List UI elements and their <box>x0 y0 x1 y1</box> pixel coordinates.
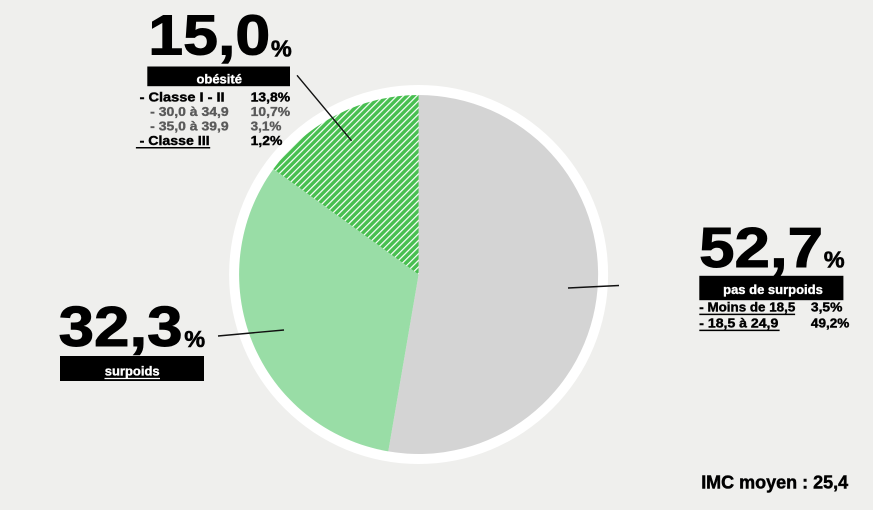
svg-text:3,5%: 3,5% <box>811 301 843 315</box>
svg-text:%: % <box>184 326 205 352</box>
svg-text:- 30,0 à 34,9: - 30,0 à 34,9 <box>150 105 229 119</box>
svg-text:IMC moyen : 25,4: IMC moyen : 25,4 <box>701 472 849 493</box>
svg-text:32,3: 32,3 <box>59 295 183 359</box>
svg-text:%: % <box>824 246 845 272</box>
svg-text:49,2%: 49,2% <box>811 317 850 331</box>
svg-text:- Classe I - II: - Classe I - II <box>140 91 225 105</box>
svg-text:%: % <box>271 36 292 62</box>
svg-text:52,7: 52,7 <box>699 216 823 280</box>
svg-text:surpoids: surpoids <box>105 364 160 379</box>
svg-text:13,8%: 13,8% <box>251 91 291 105</box>
svg-text:3,1%: 3,1% <box>251 119 282 133</box>
svg-text:- Moins de 18,5: - Moins de 18,5 <box>699 301 795 315</box>
svg-text:obésité: obésité <box>196 71 242 86</box>
svg-text:15,0: 15,0 <box>148 4 270 68</box>
svg-text:pas de surpoids: pas de surpoids <box>723 282 823 297</box>
svg-text:10,7%: 10,7% <box>251 105 291 119</box>
svg-text:- Classe III: - Classe III <box>140 134 210 148</box>
svg-text:- 18,5 à 24,9: - 18,5 à 24,9 <box>699 317 778 331</box>
svg-text:- 35,0 à 39,9: - 35,0 à 39,9 <box>150 119 229 133</box>
svg-text:1,2%: 1,2% <box>251 134 283 148</box>
